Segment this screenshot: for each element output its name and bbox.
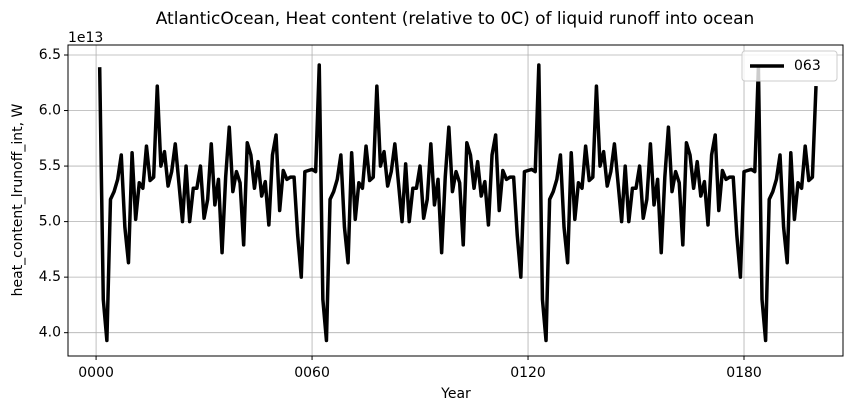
legend-box — [741, 50, 838, 82]
x-tick-label: 0060 — [294, 365, 330, 381]
legend-label: 063 — [794, 58, 821, 74]
y-tick-label: 4.0 — [39, 325, 61, 341]
y-tick-label: 4.5 — [39, 269, 61, 285]
x-tick-label: 0000 — [78, 365, 114, 381]
y-tick-label: 5.0 — [39, 214, 61, 230]
plot-frame — [67, 44, 844, 357]
x-axis-label: Year — [440, 386, 471, 402]
data-line — [97, 63, 818, 343]
y-tick-label: 6.0 — [39, 103, 61, 119]
y-axis-label: heat_content_lrunoff_int, W — [10, 103, 26, 296]
x-tick-label: 0180 — [726, 365, 762, 381]
y-tick-label: 5.5 — [39, 158, 61, 174]
y-offset-label: 1e13 — [68, 30, 103, 46]
x-tick-label: 0120 — [510, 365, 546, 381]
chart-title: AtlanticOcean, Heat content (relative to… — [156, 9, 755, 29]
y-tick-label: 6.5 — [39, 47, 61, 63]
